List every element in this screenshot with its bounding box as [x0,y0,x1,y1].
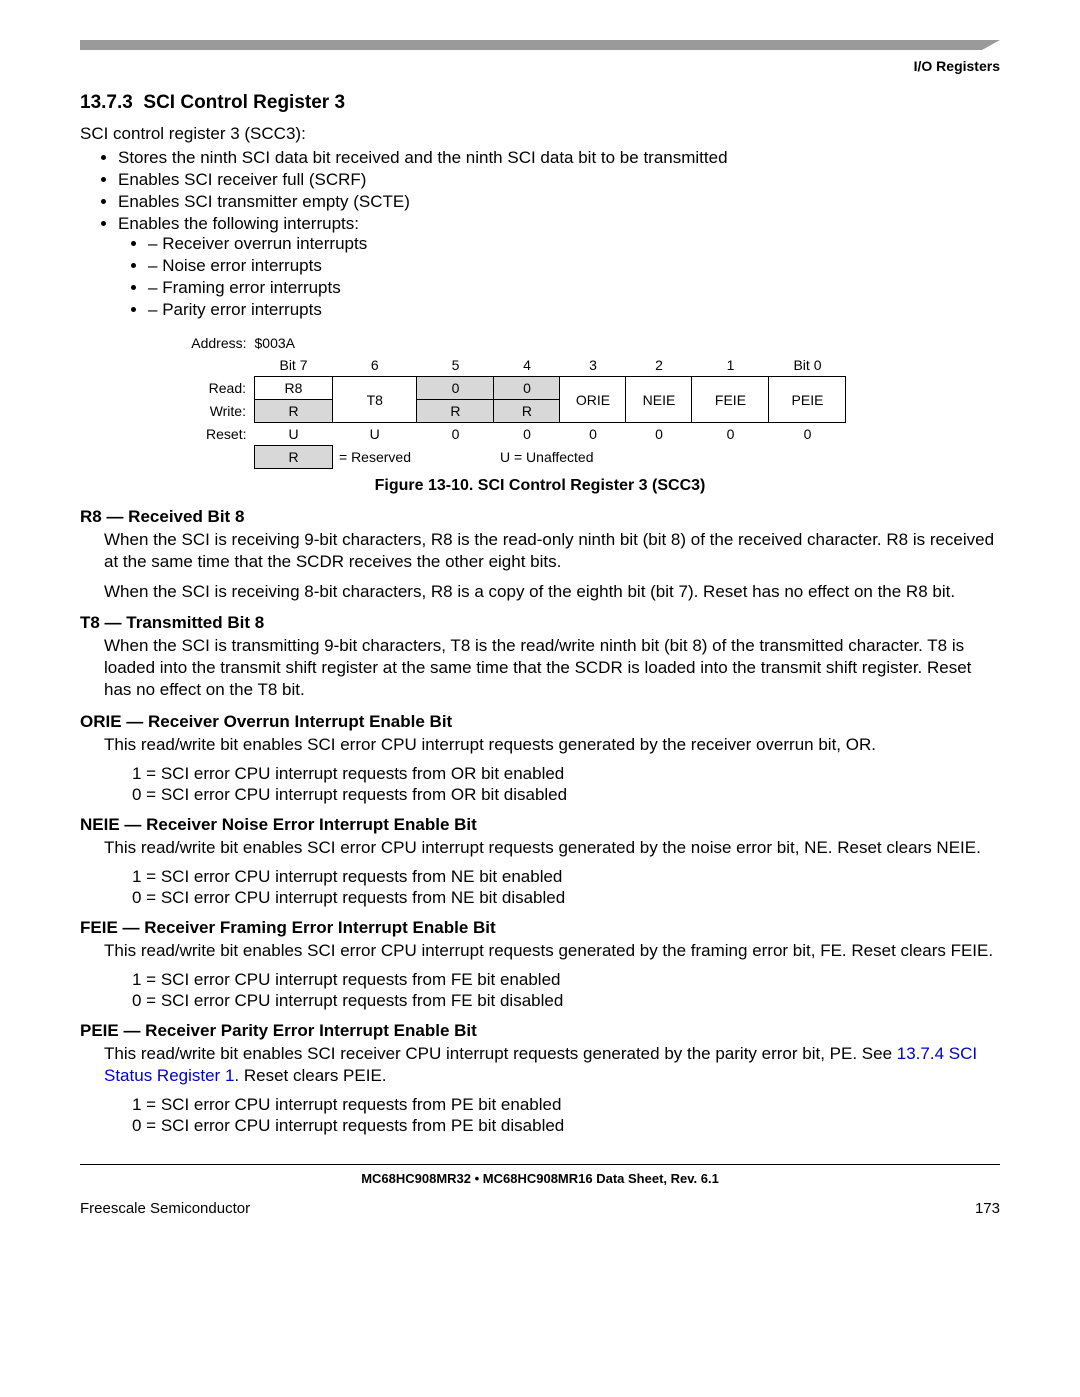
write-label: Write: [180,400,255,423]
list-item: Noise error interrupts [148,256,1000,276]
reg-cell-reserved: R [255,400,333,423]
reg-cell: ORIE [560,377,626,423]
reg-cell: R8 [255,377,333,400]
bit-header: 4 [494,354,560,377]
list-item: Enables SCI receiver full (SCRF) [118,170,1000,190]
bit-desc: This read/write bit enables SCI error CP… [104,940,1000,962]
reg-cell: 0 [417,423,494,446]
bit-title-feie: FEIE — Receiver Framing Error Interrupt … [80,918,1000,938]
bit-header: Bit 7 [255,354,333,377]
reg-cell: 0 [769,423,846,446]
intro-text: SCI control register 3 (SCC3): [80,124,1000,144]
bit-title-peie: PEIE — Receiver Parity Error Interrupt E… [80,1021,1000,1041]
legend-unaffected: U = Unaffected [494,446,692,469]
bit-header: 6 [333,354,417,377]
bit-desc: When the SCI is receiving 9-bit characte… [104,529,1000,603]
footer-company: Freescale Semiconductor [80,1200,250,1217]
reg-cell-reserved: 0 [494,377,560,400]
legend-r-box: R [255,446,333,469]
reg-cell: 0 [692,423,769,446]
list-item: Stores the ninth SCI data bit received a… [118,148,1000,168]
bit-header: 1 [692,354,769,377]
footer-page-number: 173 [975,1200,1000,1217]
figure-caption: Figure 13-10. SCI Control Register 3 (SC… [80,477,1000,495]
sub-list: Receiver overrun interrupts Noise error … [118,234,1000,320]
list-item: Framing error interrupts [148,278,1000,298]
legend-reserved: = Reserved [333,446,417,469]
address-value: $003A [255,332,846,354]
value-list: 1 = SCI error CPU interrupt requests fro… [132,1095,1000,1136]
list-item: Receiver overrun interrupts [148,234,1000,254]
page-footer: MC68HC908MR32 • MC68HC908MR16 Data Sheet… [80,1164,1000,1217]
reg-cell: FEIE [692,377,769,423]
reg-cell: U [333,423,417,446]
bit-desc: This read/write bit enables SCI error CP… [104,837,1000,859]
bit-header: 5 [417,354,494,377]
reg-cell: 0 [494,423,560,446]
bit-header: 2 [626,354,692,377]
bit-desc: This read/write bit enables SCI error CP… [104,734,1000,756]
bit-title-neie: NEIE — Receiver Noise Error Interrupt En… [80,815,1000,835]
reg-cell: 0 [560,423,626,446]
value-list: 1 = SCI error CPU interrupt requests fro… [132,764,1000,805]
reg-cell: T8 [333,377,417,423]
read-label: Read: [180,377,255,400]
list-item: Enables SCI transmitter empty (SCTE) [118,192,1000,212]
value-list: 1 = SCI error CPU interrupt requests fro… [132,867,1000,908]
reg-cell-reserved: R [494,400,560,423]
list-item: Parity error interrupts [148,300,1000,320]
header-section: I/O Registers [80,58,1000,74]
reg-cell: NEIE [626,377,692,423]
value-list: 1 = SCI error CPU interrupt requests fro… [132,970,1000,1011]
reg-cell: 0 [626,423,692,446]
section-heading: 13.7.3 SCI Control Register 3 [80,92,1000,114]
register-diagram: Address: $003A Bit 7 6 5 4 3 2 1 Bit 0 R… [180,332,1000,469]
reg-cell: PEIE [769,377,846,423]
bit-header: Bit 0 [769,354,846,377]
reset-label: Reset: [180,423,255,446]
top-bar [80,40,1000,50]
bit-header: 3 [560,354,626,377]
bullet-list: Stores the ninth SCI data bit received a… [80,148,1000,320]
reg-cell: U [255,423,333,446]
bit-desc: This read/write bit enables SCI receiver… [104,1043,1000,1087]
bit-title-t8: T8 — Transmitted Bit 8 [80,613,1000,633]
reg-cell-reserved: 0 [417,377,494,400]
reg-cell-reserved: R [417,400,494,423]
list-item: Enables the following interrupts: Receiv… [118,214,1000,320]
address-label: Address: [180,332,255,354]
bit-desc: When the SCI is transmitting 9-bit chara… [104,635,1000,701]
bit-title-r8: R8 — Received Bit 8 [80,507,1000,527]
footer-doc-title: MC68HC908MR32 • MC68HC908MR16 Data Sheet… [80,1171,1000,1186]
bit-title-orie: ORIE — Receiver Overrun Interrupt Enable… [80,712,1000,732]
